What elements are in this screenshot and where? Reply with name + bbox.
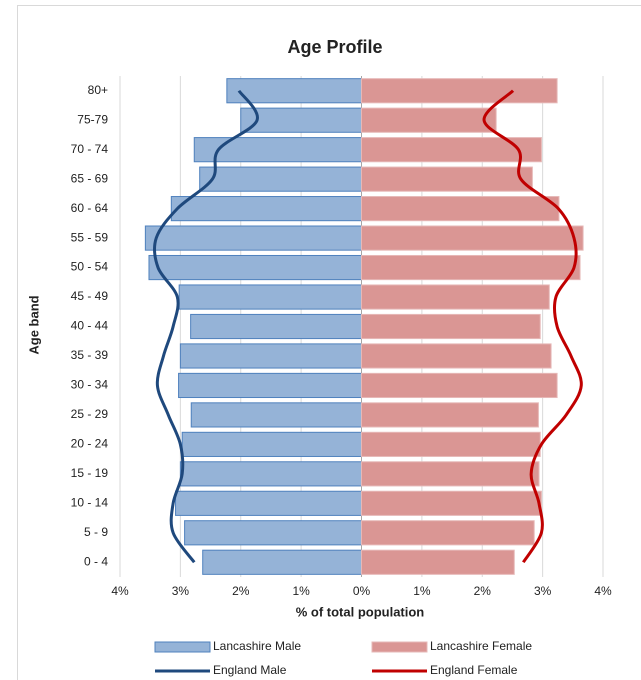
bar — [361, 372, 558, 399]
bar — [361, 461, 540, 487]
bar — [148, 254, 362, 281]
bar — [170, 196, 362, 222]
x-tick-label: 4% — [594, 584, 612, 598]
bar — [226, 78, 362, 104]
chart-frame — [17, 5, 641, 680]
y-tick-label: 10 - 14 — [71, 495, 109, 509]
bar — [144, 225, 362, 251]
bar — [361, 490, 542, 516]
bar — [361, 343, 552, 369]
bar — [361, 549, 515, 575]
bar — [361, 402, 539, 428]
y-tick-label: 30 - 34 — [71, 378, 109, 392]
bar — [190, 313, 362, 340]
y-tick-label: 20 - 24 — [71, 437, 109, 451]
bar — [184, 520, 362, 546]
bar — [361, 520, 535, 546]
bar — [175, 490, 362, 516]
y-tick-label: 15 - 19 — [71, 466, 109, 480]
bar — [178, 284, 362, 310]
bar — [361, 284, 550, 310]
y-tick-label: 80+ — [88, 83, 108, 97]
line — [482, 89, 583, 564]
y-tick-label: 0 - 4 — [84, 554, 108, 568]
legend-swatch — [154, 641, 211, 653]
y-axis-label: Age band — [26, 295, 41, 354]
y-tick-label: 60 - 64 — [71, 201, 109, 215]
bar — [361, 107, 497, 133]
x-tick-label: 1% — [292, 584, 310, 598]
bar — [361, 196, 560, 222]
bar — [361, 78, 558, 104]
x-tick-label: 3% — [534, 584, 552, 598]
legend-label: England Female — [430, 663, 518, 677]
y-tick-label: 65 - 69 — [71, 171, 109, 185]
legend-swatch — [371, 641, 428, 653]
legend-label: Lancashire Male — [213, 639, 301, 653]
chart-title: Age Profile — [287, 37, 382, 57]
x-tick-label: 1% — [413, 584, 431, 598]
bar — [361, 166, 533, 192]
y-tick-label: 35 - 39 — [71, 348, 109, 362]
x-tick-label: 2% — [474, 584, 492, 598]
bar — [178, 372, 362, 399]
x-tick-label: 3% — [172, 584, 190, 598]
bar — [181, 431, 362, 457]
bar — [361, 313, 541, 340]
bar — [179, 343, 362, 369]
x-tick-label: 4% — [111, 584, 129, 598]
y-tick-label: 70 - 74 — [71, 142, 109, 156]
bar — [179, 461, 362, 487]
bar — [240, 107, 362, 133]
y-tick-label: 25 - 29 — [71, 407, 109, 421]
bar — [190, 402, 362, 428]
x-tick-label: 2% — [232, 584, 250, 598]
y-tick-label: 5 - 9 — [84, 525, 108, 539]
legend-label: Lancashire Female — [430, 639, 532, 653]
y-tick-label: 45 - 49 — [71, 289, 109, 303]
legend-label: England Male — [213, 663, 287, 677]
bar — [202, 549, 362, 575]
x-tick-label: 0% — [353, 584, 371, 598]
y-tick-label: 55 - 59 — [71, 230, 109, 244]
bar — [361, 431, 541, 457]
x-axis-label: % of total population — [296, 604, 425, 619]
y-tick-label: 40 - 44 — [71, 319, 109, 333]
bar — [361, 225, 584, 251]
y-tick-label: 75-79 — [77, 112, 108, 126]
y-tick-label: 50 - 54 — [71, 260, 109, 274]
bar — [361, 254, 581, 281]
bar — [361, 137, 542, 163]
line — [152, 89, 259, 564]
bar — [199, 166, 362, 192]
